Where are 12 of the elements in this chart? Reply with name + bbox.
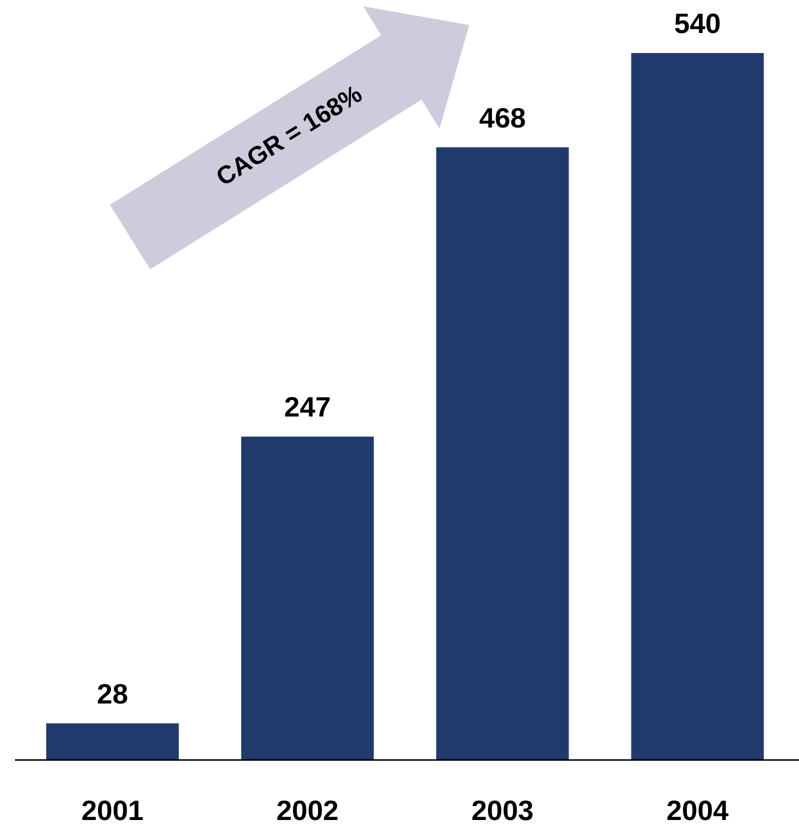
data-label: 247 [284, 392, 331, 423]
bar [241, 436, 374, 760]
bar [631, 53, 764, 760]
x-tick-label: 2004 [666, 795, 730, 826]
x-tick-label: 2002 [276, 795, 339, 826]
data-label: 468 [479, 102, 526, 134]
bar [46, 723, 179, 760]
x-tick-label: 2001 [81, 795, 144, 826]
x-tick-label: 2003 [471, 795, 534, 826]
data-label: 28 [96, 678, 128, 710]
data-label: 540 [674, 8, 721, 39]
bar [436, 147, 569, 760]
